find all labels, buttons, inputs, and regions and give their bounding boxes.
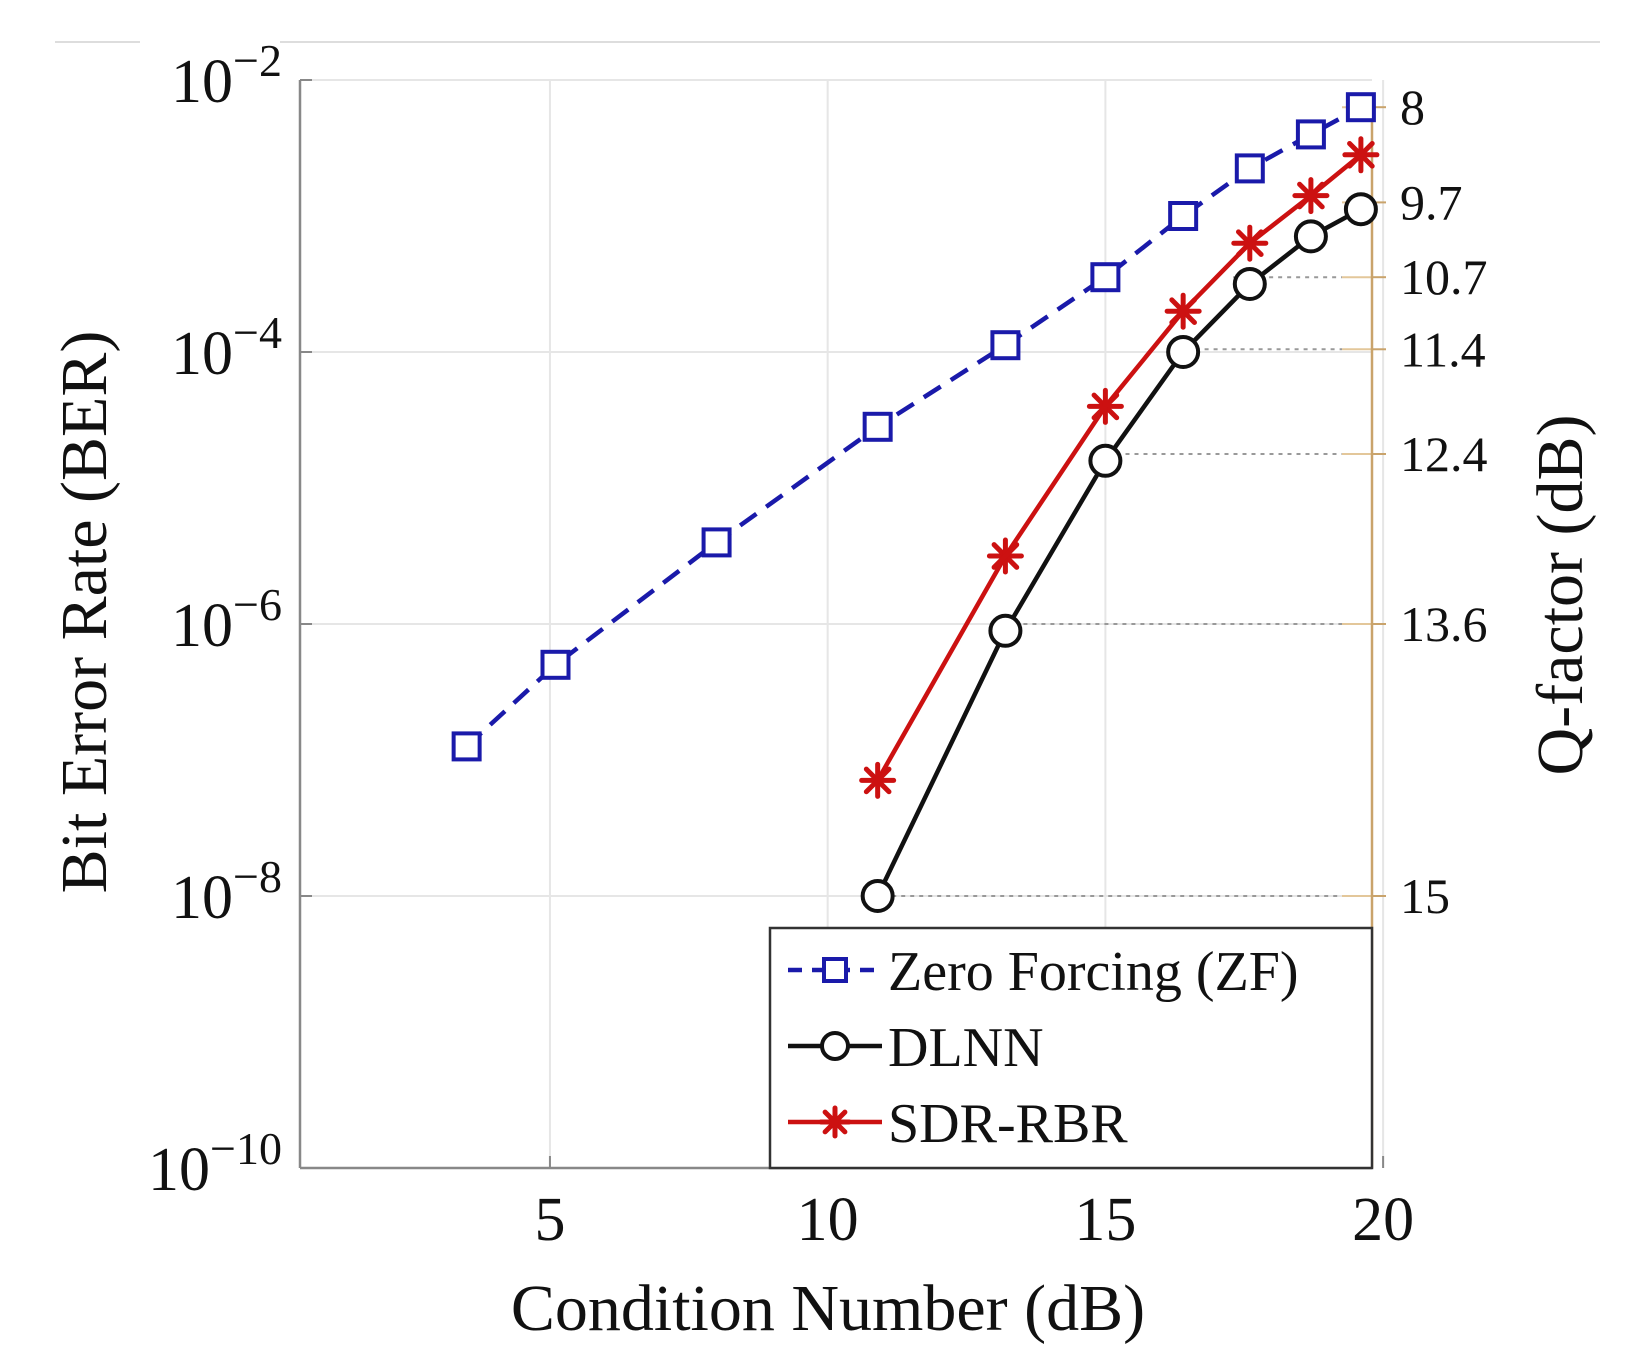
data-point-dlnn — [1343, 192, 1378, 227]
series-markers — [451, 92, 1380, 913]
data-point-dlnn — [1232, 267, 1267, 301]
y-tick-label: 10−8 — [171, 851, 282, 932]
data-point-sdr-rbr — [1342, 136, 1380, 174]
x-axis-title: Condition Number (dB) — [511, 1272, 1145, 1345]
data-point-sdr-rbr — [1292, 177, 1330, 215]
legend-label-zero-forcing-zf: Zero Forcing (ZF) — [888, 941, 1299, 1003]
legend-marker-zero-forcing-zf — [822, 957, 848, 983]
q-factor-axis-title: Q-factor (dB) — [1524, 414, 1597, 775]
series-line-zero-forcing-zf — [465, 105, 1362, 749]
x-tick-label: 20 — [1352, 1186, 1414, 1254]
q-factor-tick-label: 9.7 — [1400, 174, 1463, 230]
x-tick-label: 10 — [797, 1186, 859, 1254]
data-point-zero-forcing-zf — [1090, 262, 1121, 293]
q-factor-tick-label: 13.6 — [1400, 596, 1488, 652]
legend-marker-sdr-rbr — [818, 1105, 852, 1139]
y-axis-title: Bit Error Rate (BER) — [48, 331, 121, 894]
data-point-zero-forcing-zf — [701, 527, 732, 558]
x-tick-label: 15 — [1074, 1186, 1136, 1254]
tick-labels: 10−2 10−4 10−6 10−8 10−10 5 10 15 20 8 9.7 10.7 11.4… — [148, 35, 1487, 1254]
data-point-dlnn — [860, 879, 895, 913]
data-point-zero-forcing-zf — [862, 411, 893, 442]
star-stroke — [1235, 229, 1264, 258]
q-factor-tick-label: 10.7 — [1400, 249, 1488, 305]
data-point-sdr-rbr — [1086, 387, 1124, 425]
data-point-zero-forcing-zf — [540, 649, 571, 680]
data-point-zero-forcing-zf — [451, 731, 482, 762]
q-factor-tick-label: 8 — [1400, 79, 1425, 135]
star-stroke — [1091, 392, 1120, 421]
star-stroke — [991, 542, 1020, 570]
legend-label-dlnn: DLNN — [888, 1017, 1044, 1079]
data-point-dlnn — [988, 613, 1023, 648]
data-point-dlnn — [1166, 335, 1201, 369]
data-point-sdr-rbr — [1164, 292, 1202, 330]
star-stroke — [1347, 140, 1375, 169]
star-stroke — [822, 1109, 848, 1135]
data-point-zero-forcing-zf — [1345, 92, 1376, 123]
legend-label-sdr-rbr: SDR-RBR — [888, 1093, 1128, 1155]
data-point-dlnn — [1293, 219, 1328, 254]
q-factor-tick-label: 12.4 — [1400, 426, 1488, 482]
x-tick-label: 5 — [534, 1186, 565, 1254]
y-tick-label: 10−10 — [148, 1123, 282, 1204]
y-tick-label: 10−6 — [171, 579, 282, 660]
data-point-zero-forcing-zf — [990, 330, 1021, 361]
legend: Zero Forcing (ZF) DLNN SDR-RBR — [768, 926, 1374, 1170]
data-point-zero-forcing-zf — [1168, 201, 1199, 231]
series-lines — [465, 105, 1363, 897]
data-point-sdr-rbr — [986, 537, 1024, 575]
y-tick-label: 10−2 — [171, 35, 282, 116]
data-point-sdr-rbr — [859, 761, 897, 799]
data-point-sdr-rbr — [1231, 224, 1269, 262]
data-point-zero-forcing-zf — [1234, 153, 1265, 184]
q-factor-tick-label: 15 — [1400, 868, 1450, 924]
data-point-zero-forcing-zf — [1295, 119, 1326, 150]
star-stroke — [1297, 181, 1325, 210]
star-stroke — [1169, 297, 1197, 326]
star-stroke — [863, 766, 892, 795]
data-point-dlnn — [1088, 443, 1123, 478]
legend-marker-dlnn — [820, 1031, 850, 1061]
series-line-dlnn — [875, 207, 1362, 897]
q-factor-tick-label: 11.4 — [1400, 321, 1486, 377]
y-tick-label: 10−4 — [171, 307, 282, 388]
